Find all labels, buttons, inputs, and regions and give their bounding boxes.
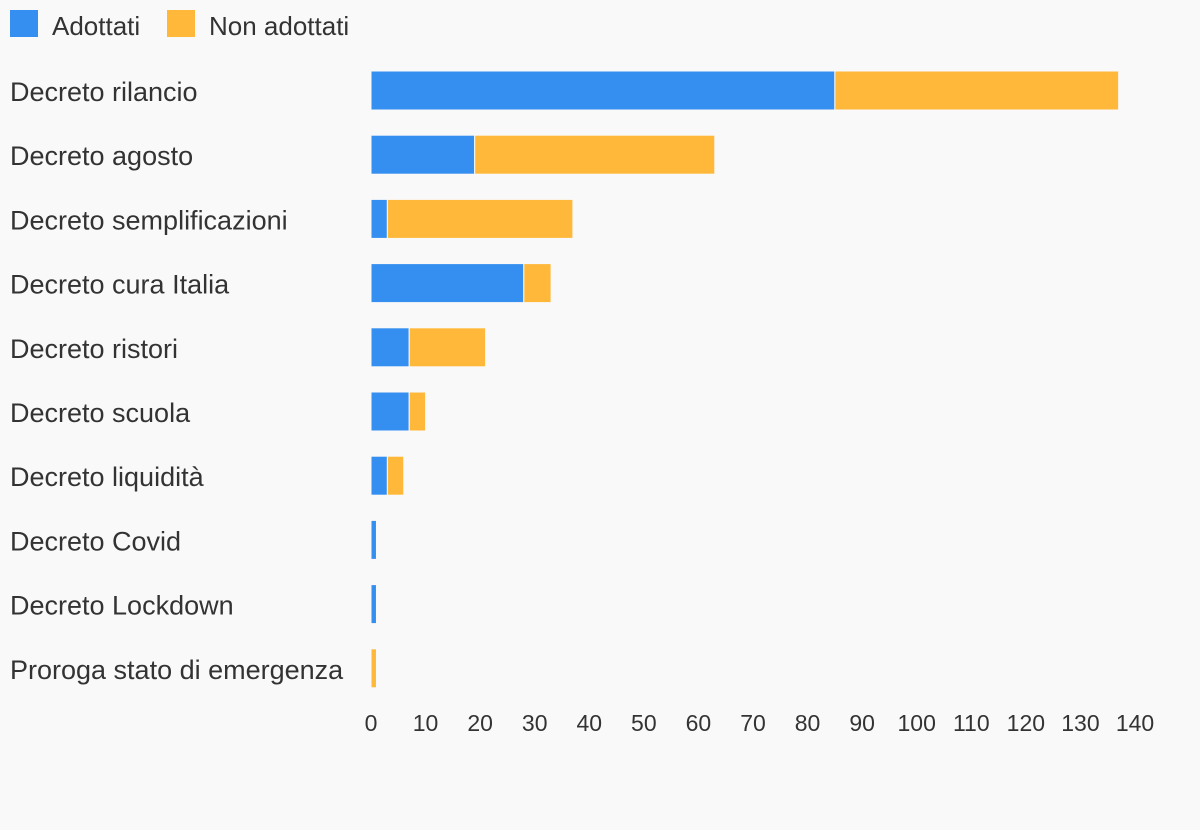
- category-label: Decreto semplificazioni: [10, 205, 288, 235]
- category-label: Decreto agosto: [10, 141, 193, 171]
- category-label: Decreto cura Italia: [10, 270, 230, 300]
- x-tick-label: 70: [740, 710, 766, 736]
- bar-non-adottati: [523, 263, 552, 304]
- category-labels: Decreto rilancio Decreto agosto Decreto se…: [10, 77, 344, 685]
- category-label: Decreto scuola: [10, 398, 191, 428]
- legend: Adottati Non adottati: [10, 10, 349, 41]
- x-tick-label: 100: [898, 710, 936, 736]
- x-tick-label: 140: [1116, 710, 1154, 736]
- bar-non-adottati: [474, 134, 716, 175]
- bar-non-adottati: [408, 391, 427, 432]
- x-tick-label: 80: [795, 710, 821, 736]
- bar-non-adottati: [386, 455, 405, 496]
- x-axis: 0 10 20 30 40 50 60 70 80 90 100 110 120 130 140: [365, 710, 1155, 736]
- category-label: Decreto liquidità: [10, 462, 205, 492]
- bar-adottati: [370, 263, 525, 304]
- x-tick-label: 20: [467, 710, 493, 736]
- bar-adottati: [370, 519, 377, 560]
- x-tick-label: 30: [522, 710, 548, 736]
- bar-adottati: [370, 327, 410, 368]
- category-label: Decreto rilancio: [10, 77, 198, 107]
- bar-non-adottati: [834, 70, 1120, 111]
- x-tick-label: 60: [686, 710, 712, 736]
- category-label: Decreto Covid: [10, 526, 181, 556]
- x-tick-label: 40: [576, 710, 602, 736]
- bar-adottati: [370, 455, 388, 496]
- bars: [370, 70, 1120, 689]
- bar-adottati: [370, 134, 476, 175]
- bar-adottati: [370, 198, 388, 239]
- bar-adottati: [370, 391, 410, 432]
- legend-swatch-adottati: [10, 10, 38, 37]
- x-tick-label: 90: [849, 710, 875, 736]
- x-tick-label: 50: [631, 710, 657, 736]
- category-label: Proroga stato di emergenza: [10, 655, 344, 685]
- legend-label-adottati: Adottati: [52, 11, 140, 41]
- x-tick-label: 110: [953, 710, 990, 736]
- bar-non-adottati: [408, 327, 487, 368]
- legend-label-non-adottati: Non adottati: [209, 11, 349, 41]
- bar-non-adottati: [386, 198, 574, 239]
- bar-non-adottati: [370, 648, 377, 689]
- bar-adottati: [370, 70, 836, 111]
- x-tick-label: 130: [1061, 710, 1099, 736]
- x-tick-label: 10: [413, 710, 439, 736]
- x-tick-label: 120: [1007, 710, 1045, 736]
- x-tick-label: 0: [365, 710, 378, 736]
- bar-adottati: [370, 584, 377, 625]
- category-label: Decreto Lockdown: [10, 591, 234, 621]
- category-label: Decreto ristori: [10, 334, 178, 364]
- legend-swatch-non-adottati: [167, 10, 195, 37]
